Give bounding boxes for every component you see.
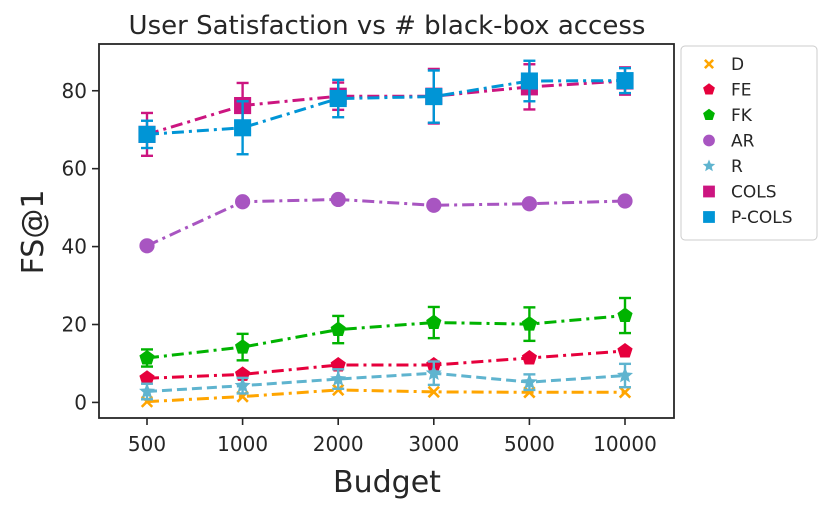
x-tick-label: 500 — [128, 432, 166, 456]
legend-item-fk: FK — [703, 106, 753, 126]
legend-marker-d — [703, 58, 715, 70]
data-point-p-cols — [616, 72, 634, 90]
data-point-ar — [521, 196, 538, 212]
legend-marker-cols — [703, 185, 715, 198]
series-p-cols — [138, 59, 634, 156]
y-tick-label: 80 — [62, 79, 87, 103]
data-point-fk — [234, 339, 251, 354]
series-line-d — [146, 388, 625, 404]
legend-frame — [680, 45, 818, 241]
x-tick-label: 3000 — [408, 432, 459, 456]
data-point-p-cols — [425, 88, 443, 106]
data-point-fe — [617, 342, 633, 358]
series-line-fe — [146, 349, 626, 380]
legend-label-fk: FK — [731, 106, 753, 126]
legend-label-fe: FE — [731, 81, 752, 101]
legend-item-ar: AR — [703, 132, 755, 152]
legend-label-ar: AR — [731, 132, 755, 152]
data-point-r — [521, 373, 538, 389]
legend-marker-ar — [703, 134, 715, 147]
x-tick-label: 1000 — [217, 432, 268, 456]
legend-label-d: D — [731, 55, 744, 75]
data-point-fk — [521, 316, 538, 331]
data-point-r — [425, 364, 442, 380]
y-axis-title: FS@1 — [16, 190, 51, 275]
data-point-ar — [139, 238, 155, 254]
legend-marker-r — [702, 159, 716, 172]
y-tick-label: 0 — [74, 390, 87, 414]
series-ar — [139, 191, 633, 254]
legend-marker-d-stroke-b — [703, 58, 715, 70]
data-point-fe — [521, 350, 538, 365]
data-point-r — [234, 377, 251, 393]
data-point-r — [330, 370, 347, 386]
legend-marker-fk — [703, 108, 715, 121]
data-point-p-cols — [138, 125, 156, 143]
series-r — [139, 360, 633, 401]
x-axis: 500 1000 2000 3000 5000 10000 — [128, 418, 657, 456]
y-tick-label: 20 — [62, 313, 87, 337]
data-point-p-cols — [520, 72, 538, 90]
data-point-fk — [426, 314, 442, 330]
data-point-ar — [617, 193, 633, 209]
series-line-p-cols — [146, 79, 626, 136]
data-point-fk — [330, 321, 346, 337]
legend-marker-fe — [703, 83, 715, 95]
series-fk — [139, 296, 633, 368]
data-point-d — [427, 385, 440, 399]
data-point-fe — [139, 370, 155, 385]
x-tick-label: 5000 — [504, 432, 555, 456]
data-point-d-stroke-b — [427, 385, 440, 399]
data-point-fk — [617, 307, 633, 323]
data-point-p-cols — [234, 119, 252, 137]
x-tick-label: 2000 — [313, 432, 364, 456]
data-point-ar — [235, 194, 251, 210]
legend-label-r: R — [731, 157, 743, 177]
data-point-d-stroke-b — [618, 386, 632, 399]
legend: D FE FK AR R COLS P-COLS — [680, 45, 818, 241]
y-tick-label: 40 — [62, 235, 87, 259]
series-fe — [139, 342, 633, 385]
series-line-r — [146, 371, 626, 394]
data-point-p-cols — [329, 89, 347, 108]
x-axis-title: Budget — [333, 465, 441, 500]
plot-area — [138, 59, 634, 408]
data-point-ar — [330, 191, 346, 208]
legend-label-cols: COLS — [731, 183, 777, 203]
series-line-fk — [146, 314, 626, 360]
legend-label-p-cols: P-COLS — [731, 208, 793, 228]
y-axis: 0 20 40 60 80 — [62, 79, 99, 414]
plot-frame — [98, 43, 675, 419]
data-point-fk — [139, 350, 155, 365]
chart-title: User Satisfaction vs # black-box access — [129, 11, 646, 41]
x-tick-label: 10000 — [593, 432, 657, 456]
data-point-r — [139, 383, 155, 399]
legend-item-fe: FE — [703, 81, 752, 101]
legend-item-p-cols: P-COLS — [703, 208, 793, 228]
legend-item-cols: COLS — [703, 183, 777, 203]
data-point-r — [617, 367, 633, 383]
series-line-ar — [146, 197, 626, 248]
data-point-fe — [330, 357, 346, 372]
data-point-ar — [426, 197, 442, 213]
legend-item-d: D — [703, 55, 744, 75]
y-tick-label: 60 — [62, 157, 87, 181]
legend-item-r: R — [702, 157, 743, 177]
data-point-d — [618, 386, 632, 399]
legend-marker-p-cols — [703, 211, 715, 223]
